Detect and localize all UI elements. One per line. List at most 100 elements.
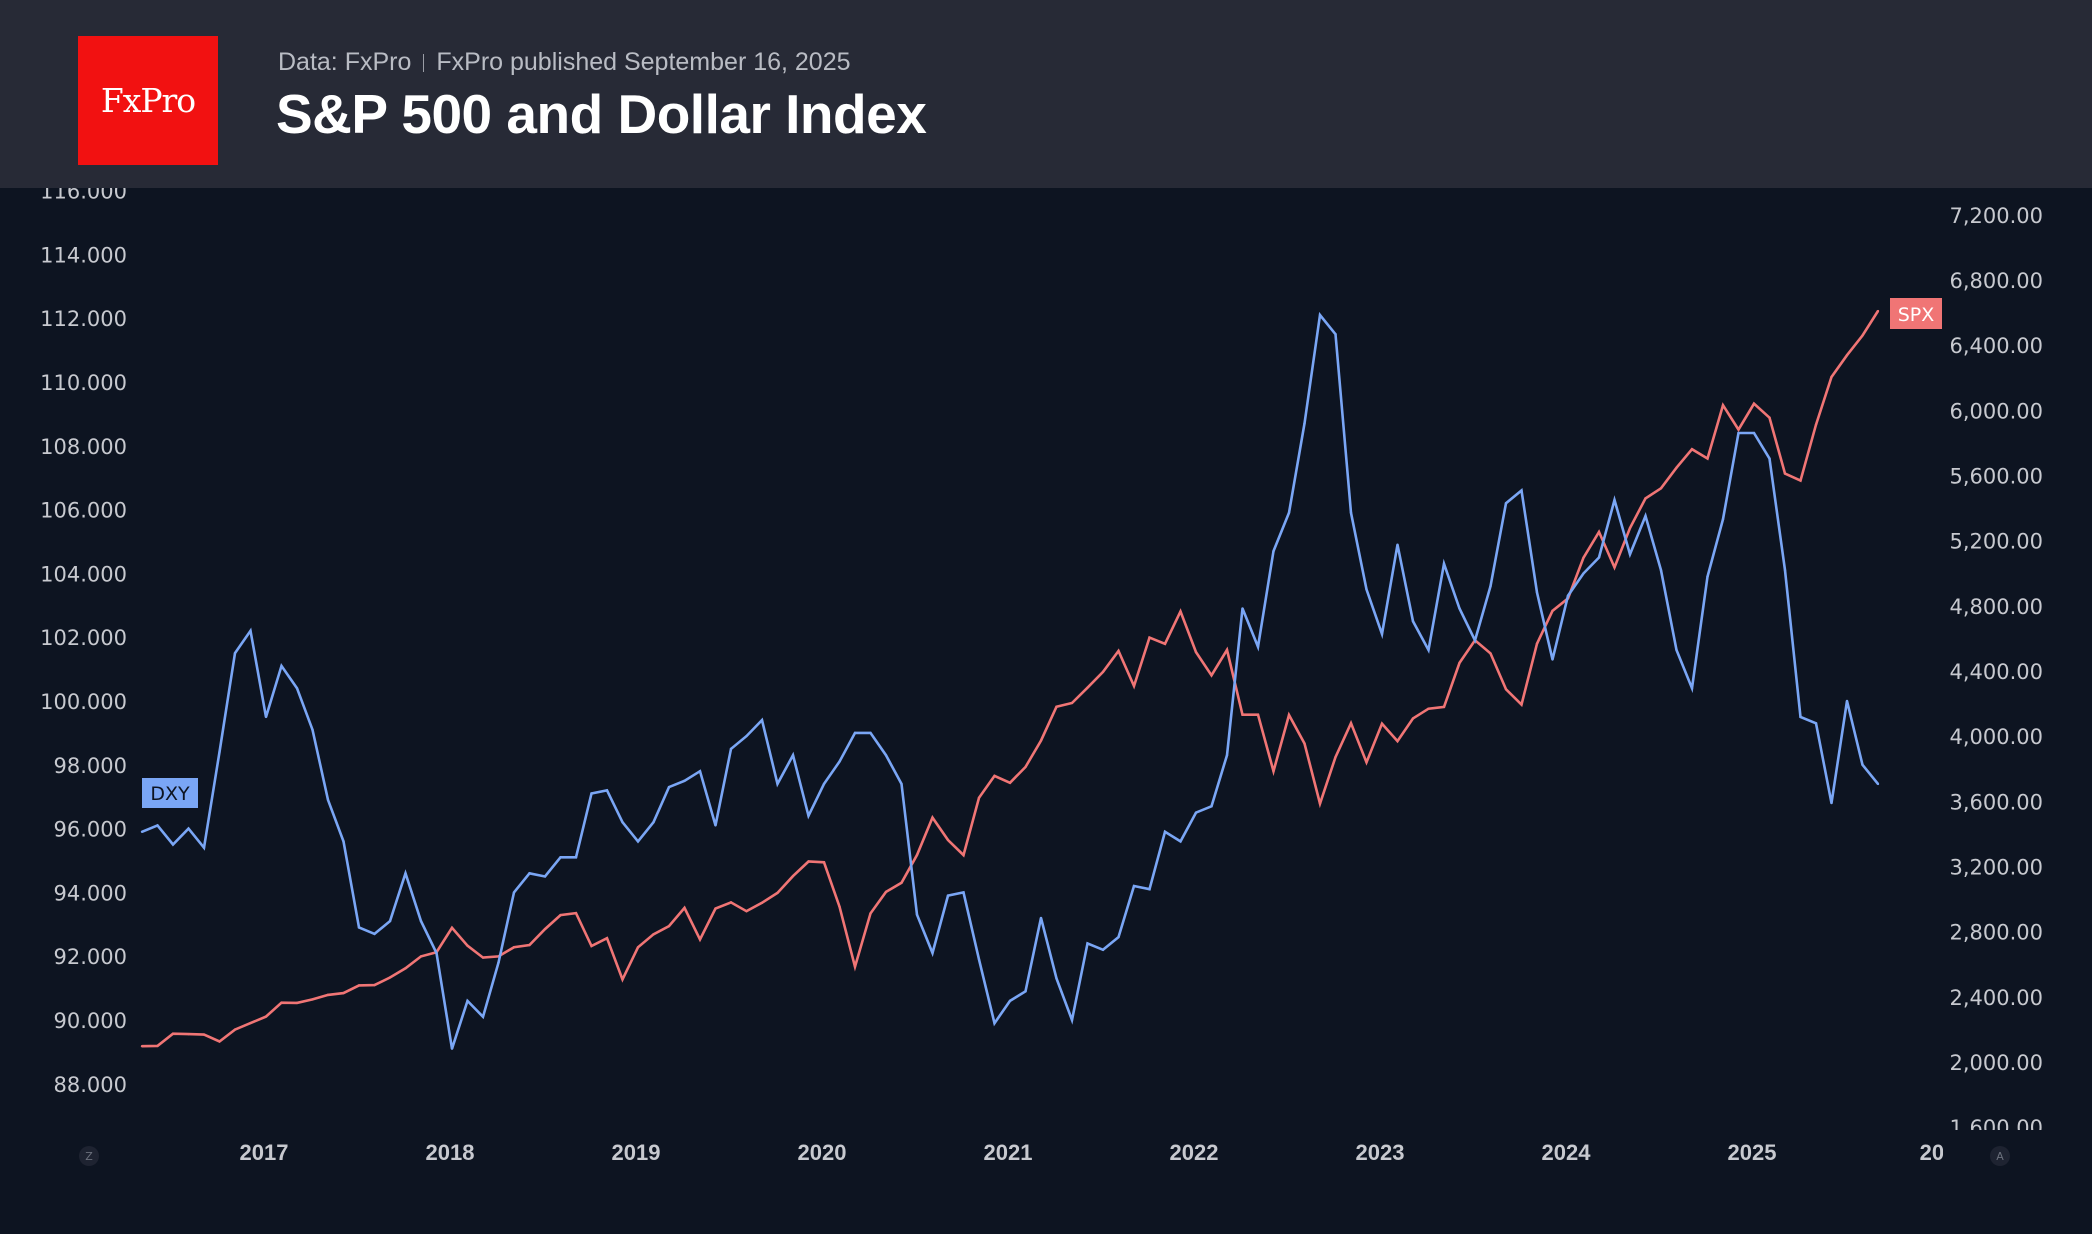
left-tick-label: 106.000 [40,499,127,523]
point-dxy [1055,977,1058,980]
right-tick-label: 5,600.00 [1949,465,2043,489]
point-dxy [1814,722,1818,725]
point-dxy [1690,687,1694,690]
point-spx [357,984,361,987]
x-tick-label: 2020 [798,1140,847,1165]
point-dxy [559,856,562,859]
point-spx [1721,403,1725,407]
point-spx [915,853,919,857]
point-spx [1830,375,1833,379]
x-tick-label: 202 [1920,1140,1957,1165]
point-dxy [683,779,686,782]
point-spx [1179,610,1182,613]
point-dxy [1334,332,1337,336]
z-button-label: Z [85,1150,93,1163]
point-dxy [714,824,717,827]
right-tick-label: 4,400.00 [1949,660,2043,684]
point-spx [1070,701,1074,705]
point-dxy [388,919,392,923]
point-dxy [1241,607,1244,610]
point-dxy [1737,431,1740,435]
point-dxy [280,664,283,668]
point-spx [373,983,376,987]
right-tick-label: 2,800.00 [1949,921,2043,945]
point-spx [1194,650,1198,654]
point-dxy [1706,575,1709,578]
point-spx [714,907,717,910]
point-dxy [481,1015,485,1019]
left-tick-label: 90.000 [54,1009,127,1033]
point-spx [1597,530,1601,534]
point-spx [311,998,314,1001]
x-tick-label: 2021 [984,1140,1033,1165]
point-spx [745,909,748,913]
point-dxy [1101,948,1105,952]
point-dxy [171,843,175,846]
point-spx [962,853,965,857]
point-dxy [373,932,376,936]
zoom-reset-button[interactable]: Z [79,1146,99,1166]
point-dxy [1427,648,1430,652]
point-spx [1396,739,1399,743]
point-spx [202,1033,206,1036]
point-spx [900,881,903,885]
point-spx [838,905,841,908]
point-dxy [249,629,252,633]
point-spx [1582,556,1585,559]
point-spx [187,1032,190,1036]
point-spx [1210,674,1213,677]
x-tick-label: 2022 [1170,1140,1219,1165]
point-dxy [791,754,795,757]
right-tick-label: 1,600.00 [1949,1116,2043,1140]
point-spx [388,976,392,979]
line-dxy [141,311,1880,1050]
point-dxy [760,718,764,722]
point-dxy [1582,572,1585,575]
right-tick-label: 6,400.00 [1949,334,2043,358]
point-dxy [1070,1018,1074,1022]
auto-scale-button[interactable]: A [1990,1146,2010,1166]
dxy-label-bg [142,778,198,808]
point-dxy [853,731,857,735]
point-spx [1148,636,1151,639]
point-dxy [1861,763,1864,766]
logo-text: FxPro [100,81,196,120]
point-dxy [1024,990,1027,993]
point-spx [1551,609,1554,612]
right-axis: 7,200.00 6,800.00 6,400.00 6,000.00 5,600.00… [1949,204,2043,1140]
spx-label: SPX [1890,298,1942,329]
line-spx [141,310,1880,1048]
point-dxy [1473,639,1477,642]
point-dxy [1876,782,1880,786]
point-dxy [1768,457,1771,460]
z-button-circle[interactable] [79,1146,99,1166]
point-spx [1706,457,1709,460]
plot-area [140,309,1880,1050]
point-dxy [1256,645,1260,648]
point-spx [481,956,485,959]
point-spx [667,924,671,928]
spx-label-bg [1890,298,1942,329]
point-spx [1504,688,1508,691]
point-dxy [838,760,841,763]
point-dxy [1210,805,1213,808]
point-spx [450,926,454,929]
point-dxy [1628,553,1632,556]
point-spx [1256,713,1260,716]
right-tick-label: 5,200.00 [1949,530,2043,554]
point-dxy [295,687,299,690]
point-spx [280,1001,283,1004]
point-spx [605,936,609,940]
point-spx [1520,703,1523,706]
point-dxy [357,926,361,929]
point-spx [977,796,981,799]
left-tick-label: 96.000 [54,818,127,842]
left-tick-label: 98.000 [54,754,127,778]
point-spx [1752,402,1756,405]
a-button-circle[interactable] [1990,1146,2010,1166]
point-dxy [1783,569,1787,572]
point-dxy [1380,632,1384,636]
point-dxy [264,715,268,719]
fxpro-logo: FxPro [78,36,218,165]
point-spx [419,955,423,958]
